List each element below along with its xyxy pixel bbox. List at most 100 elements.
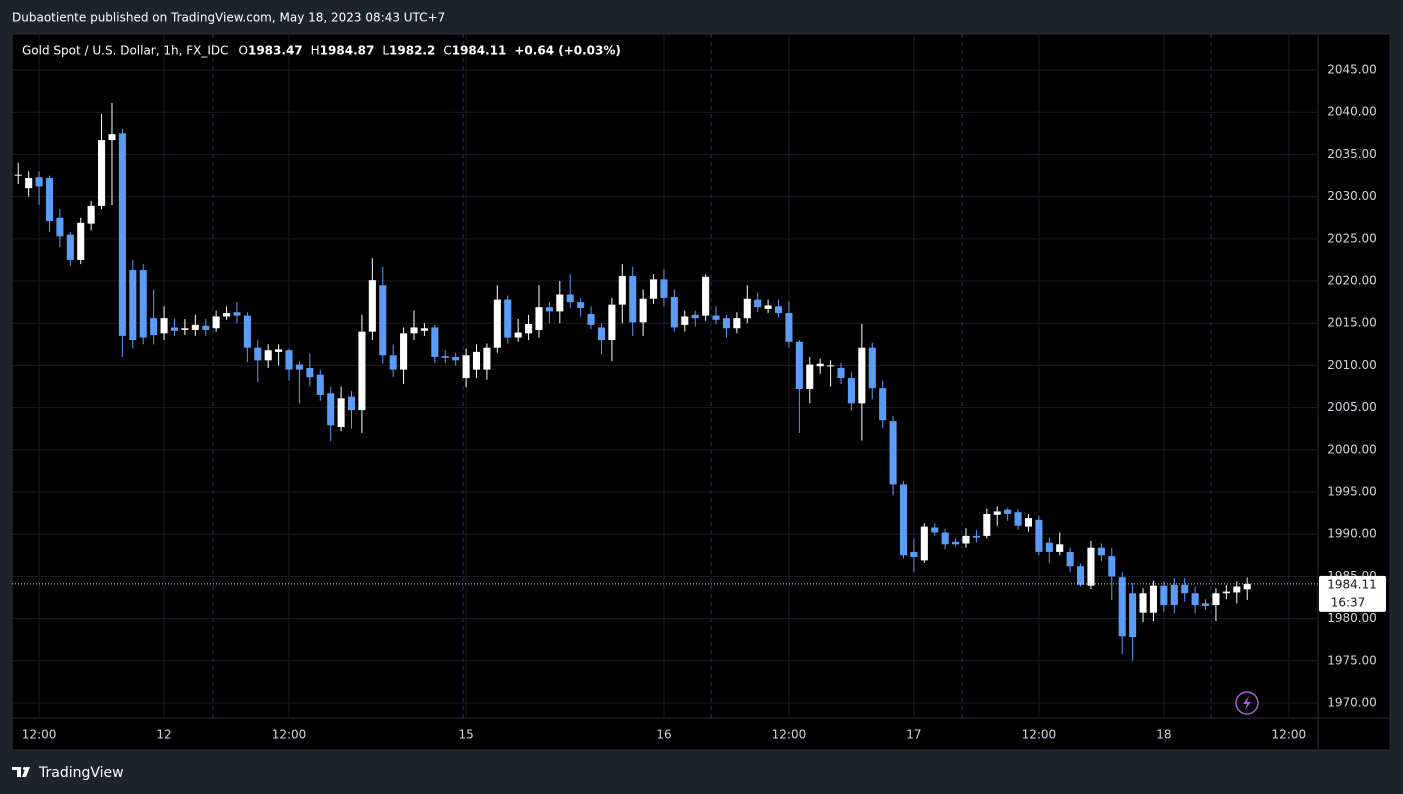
candle-body <box>493 299 501 348</box>
candle-body <box>910 551 918 557</box>
candle-body <box>108 134 116 141</box>
logo-text: TradingView <box>38 765 124 781</box>
candle-body <box>1014 512 1022 526</box>
candle-body <box>556 294 564 312</box>
candle-body <box>785 313 793 342</box>
candle-body <box>681 316 689 325</box>
x-tick-label: 12 <box>156 728 171 742</box>
candle-body <box>337 398 345 428</box>
candle-body <box>358 331 366 411</box>
candle-body <box>1170 584 1178 606</box>
candle-body <box>504 299 512 338</box>
y-tick-label: 1970.00 <box>1327 695 1377 709</box>
ohlc-value: 1982.2 <box>389 44 435 58</box>
candle-body <box>254 347 262 361</box>
x-tick-label: 12:00 <box>1022 728 1057 742</box>
legend-header: Gold Spot / U.S. Dollar, 1h, FX_IDC O 198… <box>22 44 621 58</box>
candle-body <box>400 333 408 370</box>
logo: TradingView <box>12 765 124 781</box>
candle-body <box>514 332 522 338</box>
y-tick-label: 2035.00 <box>1327 147 1377 161</box>
y-tick-label: 2040.00 <box>1327 105 1377 119</box>
candle-body <box>441 356 449 358</box>
candle-body <box>983 513 991 536</box>
ohlc-key: L <box>382 44 389 58</box>
ohlc-value: 1983.47 <box>248 44 303 58</box>
candle-body <box>670 297 678 328</box>
candle-body <box>181 328 189 330</box>
ohlc-value: 1984.11 <box>452 44 507 58</box>
candle-body <box>139 270 147 338</box>
x-tick-label: 12:00 <box>272 728 307 742</box>
candle-body <box>525 324 533 334</box>
candle-body <box>1233 586 1241 593</box>
candle-body <box>774 306 783 314</box>
axes: 1970.001975.001980.001985.001990.001995.… <box>22 63 1377 742</box>
candle-body <box>472 351 481 370</box>
ohlc-key: C <box>443 44 451 58</box>
candle-body <box>816 363 824 367</box>
candle-body <box>660 279 668 298</box>
y-tick-label: 2045.00 <box>1327 63 1377 77</box>
x-tick-label: 12:00 <box>1272 728 1307 742</box>
candle-body <box>899 484 908 556</box>
candle-body <box>566 294 574 303</box>
x-tick-label: 18 <box>1156 728 1171 742</box>
candle-body <box>35 177 43 187</box>
candle-body <box>275 349 283 352</box>
candle-body <box>712 315 720 320</box>
candle-body <box>264 350 272 361</box>
alert-icon[interactable] <box>1235 691 1259 715</box>
candle-body <box>316 374 324 395</box>
candle-body <box>98 140 106 206</box>
candle-body <box>347 396 356 411</box>
candle-body <box>56 217 64 237</box>
candle-body <box>129 270 137 341</box>
candle-body <box>868 347 876 389</box>
logo-dot <box>23 767 26 770</box>
candle-body <box>545 307 553 312</box>
ohlc-key: O <box>239 44 248 58</box>
candle-body <box>1160 585 1168 606</box>
candle-body <box>806 364 814 390</box>
candle-body <box>920 526 928 561</box>
candle-body <box>389 355 397 370</box>
candle-body <box>212 316 220 329</box>
candle-body <box>597 327 606 341</box>
candle-body <box>223 313 231 317</box>
candle-body <box>1087 547 1095 586</box>
candle-body <box>629 275 637 323</box>
x-tick-label: 15 <box>458 728 473 742</box>
ohlc-change: +0.64 (+0.03%) <box>514 44 621 58</box>
candle-body <box>483 347 491 370</box>
candle-body <box>931 527 939 533</box>
candle-body <box>837 367 845 379</box>
candle-body <box>379 285 387 356</box>
y-tick-label: 2025.00 <box>1327 231 1377 245</box>
candle-body <box>150 318 158 336</box>
candle-body <box>754 299 762 308</box>
candle-body <box>1097 547 1105 556</box>
last-price-box <box>1319 575 1386 612</box>
chart-title: Gold Spot / U.S. Dollar, 1h, FX_IDC <box>22 44 229 58</box>
candle-body <box>170 327 179 331</box>
candle-body <box>368 280 376 332</box>
candle-body <box>77 222 85 260</box>
candle-body <box>1056 544 1064 552</box>
candle-body <box>1077 566 1085 585</box>
candle-body <box>1108 556 1116 577</box>
grid <box>12 34 1318 718</box>
candle-body <box>1149 585 1157 613</box>
x-tick-label: 12:00 <box>772 728 807 742</box>
candle-body <box>1201 603 1210 606</box>
ohlc-key: H <box>311 44 320 58</box>
candle-body <box>1139 593 1147 613</box>
candle-body <box>827 365 835 367</box>
candle-body <box>1222 591 1230 594</box>
y-tick-label: 1995.00 <box>1327 484 1377 498</box>
candle-body <box>962 535 970 544</box>
candle-body <box>202 325 210 330</box>
candle-body <box>722 318 730 329</box>
